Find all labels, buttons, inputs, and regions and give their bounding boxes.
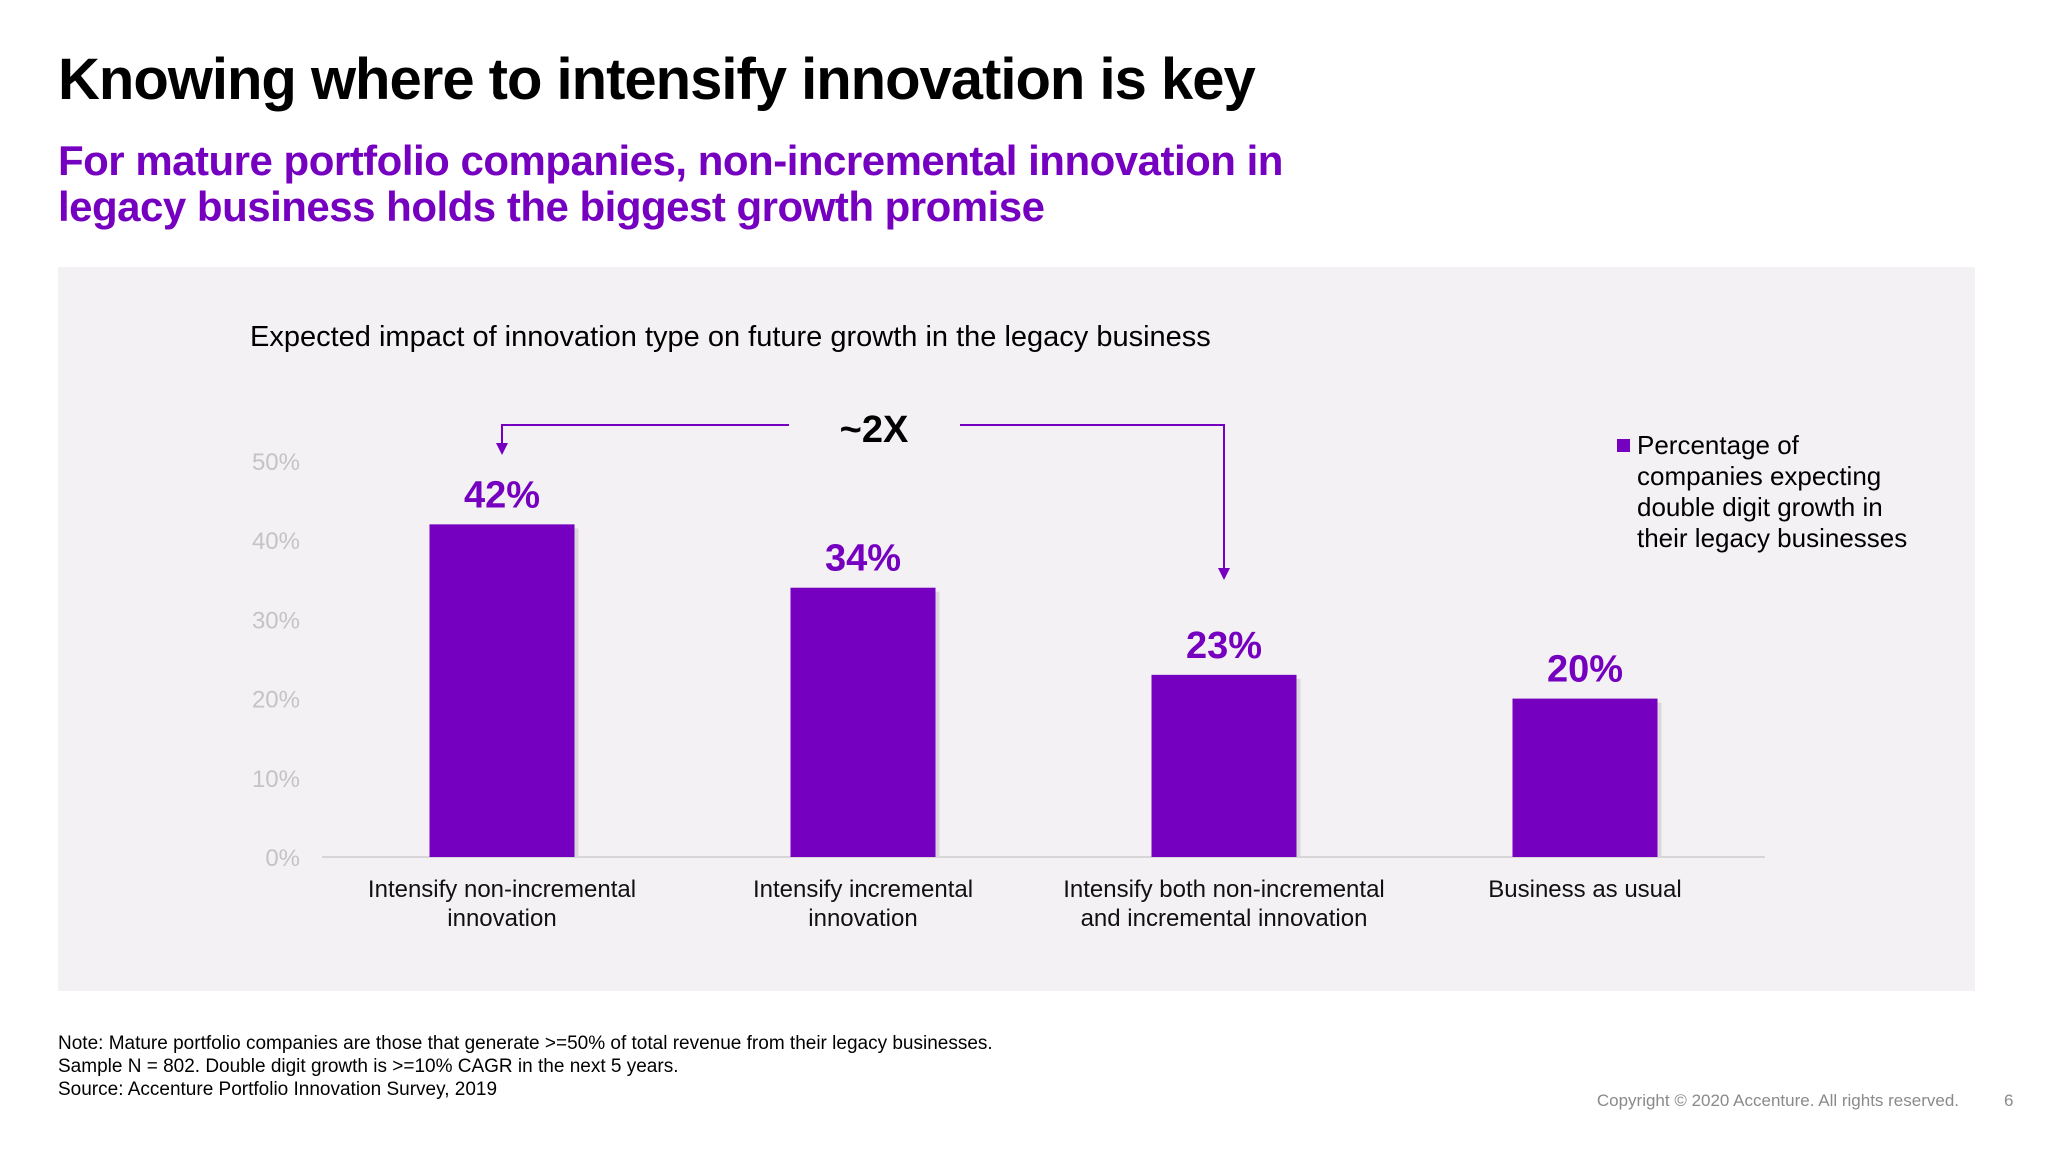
footnote: Note: Mature portfolio companies are tho… [58,1033,993,1054]
y-tick-label: 10% [252,766,300,793]
annotation-label: ~2X [840,409,909,451]
subtitle-line: legacy business holds the biggest growth… [58,183,1045,230]
page-title: Knowing where to intensify innovation is… [58,47,1256,112]
legend-label: Percentage of companies expecting double… [1637,430,1957,554]
arrowhead-icon [496,443,508,455]
bracket-line-right [960,424,1225,570]
x-category-label: and incremental innovation [1081,905,1368,932]
legend-line: companies expecting [1637,461,1882,491]
copyright: Copyright © 2020 Accenture. All rights r… [1596,1091,1959,1110]
x-category-label: Intensify incremental [753,876,973,903]
chart-title: Expected impact of innovation type on fu… [250,321,1211,353]
x-category-label: Business as usual [1488,876,1681,903]
footnote: Sample N = 802. Double digit growth is >… [58,1056,679,1077]
y-tick-label: 50% [252,449,300,476]
y-tick-label: 40% [252,528,300,555]
y-tick-label: 30% [252,607,300,634]
chart-panel [58,267,1975,991]
legend-line: double digit growth in [1637,492,1883,522]
data-label: 34% [825,538,901,580]
bar [790,587,936,857]
data-label: 20% [1547,649,1623,691]
subtitle-line: For mature portfolio companies, non-incr… [58,137,1283,184]
x-category-label: innovation [447,905,556,932]
bar [1151,674,1297,857]
page-number: 6 [2004,1091,2014,1110]
x-category-label: Intensify both non-incremental [1063,876,1385,903]
y-tick-label: 20% [252,687,300,714]
data-label: 42% [464,474,540,516]
x-category-label: innovation [808,905,917,932]
bar [1512,698,1658,857]
y-tick-label: 0% [265,845,300,872]
legend-line: Percentage of [1637,430,1799,460]
arrowhead-icon [1218,568,1230,580]
bar [429,524,575,857]
legend-line: their legacy businesses [1637,523,1908,553]
footnote: Source: Accenture Portfolio Innovation S… [58,1079,498,1100]
page-subtitle: For mature portfolio companies, non-incr… [58,138,1283,230]
legend-swatch [1617,439,1630,452]
data-label: 23% [1186,625,1262,667]
x-category-label: Intensify non-incremental [368,876,636,903]
bracket-line-left [501,424,789,445]
